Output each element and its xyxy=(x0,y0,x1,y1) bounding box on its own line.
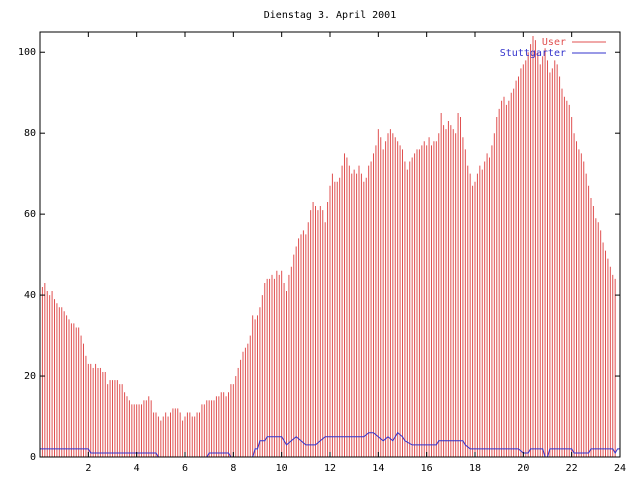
x-tick-label: 16 xyxy=(421,463,433,474)
x-tick-label: 8 xyxy=(230,463,236,474)
legend-label: User xyxy=(542,37,566,48)
y-tick-label: 80 xyxy=(24,128,36,139)
x-tick-label: 12 xyxy=(324,463,336,474)
legend-label: Stuttgarter xyxy=(500,48,566,59)
x-tick-label: 20 xyxy=(517,463,529,474)
x-axis: 2 4 6 8 10 12 14 16 18 20 22 24 xyxy=(85,32,626,474)
x-tick-label: 18 xyxy=(469,463,481,474)
x-tick-label: 22 xyxy=(566,463,578,474)
chart-title: Dienstag 3. April 2001 xyxy=(264,10,396,21)
x-tick-label: 6 xyxy=(182,463,188,474)
y-tick-label: 0 xyxy=(30,452,36,463)
y-tick-label: 20 xyxy=(24,371,36,382)
user-series xyxy=(39,36,616,457)
x-tick-label: 14 xyxy=(372,463,384,474)
x-tick-label: 4 xyxy=(134,463,140,474)
y-axis: 0 20 40 60 80 100 xyxy=(18,47,620,463)
y-tick-label: 60 xyxy=(24,209,36,220)
x-tick-label: 2 xyxy=(85,463,91,474)
y-tick-label: 100 xyxy=(18,47,36,58)
x-tick-label: 24 xyxy=(614,463,626,474)
x-tick-label: 10 xyxy=(276,463,288,474)
y-tick-label: 40 xyxy=(24,290,36,301)
